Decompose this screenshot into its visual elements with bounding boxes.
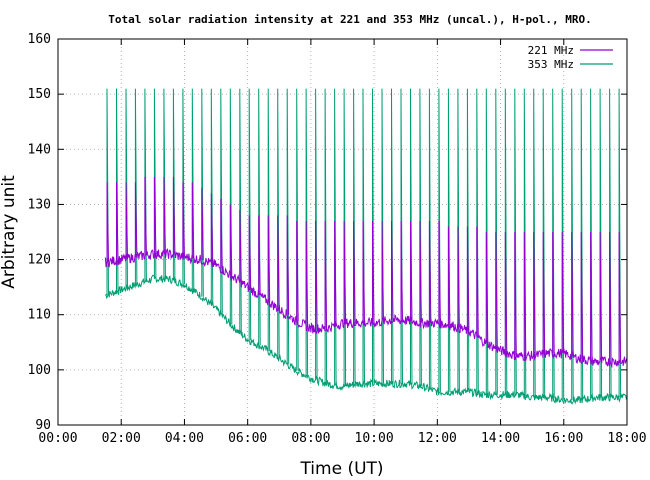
spike-mark [362,220,365,324]
spike-mark [372,220,375,324]
spike-mark [220,198,223,269]
x-tick-label: 16:00 [544,431,583,446]
spike-mark [286,215,290,315]
y-tick-label: 110 [28,308,51,323]
spike-mark [552,231,555,354]
plot-frame [57,38,628,426]
spike-mark [542,231,546,355]
spike-mark [618,231,622,362]
spike-mark [248,88,252,341]
y-tick-label: 120 [28,253,51,268]
spike-mark [353,220,356,324]
spike-mark [466,226,470,331]
spike-mark [523,231,527,357]
spike-mark [201,187,204,261]
series-line-353-MHz [105,274,628,405]
y-tick-label: 130 [28,197,51,212]
spike-mark [447,226,451,325]
spike-mark [163,176,166,255]
chart-title: Total solar radiation intensity at 221 a… [108,13,591,26]
spike-mark [229,204,233,276]
spike-mark [182,182,185,257]
spike-mark [495,231,498,349]
spike-mark [457,226,460,328]
y-tick-label: 100 [28,363,51,378]
spike-mark [277,215,280,309]
spike-mark [561,231,565,354]
x-tick-label: 02:00 [102,431,141,446]
legend: 221 MHz 353 MHz [528,44,613,71]
x-tick-label: 10:00 [355,431,394,446]
spike-mark [153,176,157,255]
x-axis-label: Time (UT) [299,459,383,479]
spike-mark [590,231,593,361]
spike-mark [324,220,328,329]
spike-mark [514,231,517,356]
spike-mark [296,220,299,322]
x-tick-label: 14:00 [481,431,520,446]
spike-mark [144,176,147,256]
spike-mark [210,193,214,264]
spike-mark [428,220,432,324]
spike-mark [134,182,138,258]
x-tick-label: 18:00 [607,431,646,446]
x-tick-label: 04:00 [165,431,204,446]
spike-mark [343,220,347,324]
y-axis-label: Arbitrary unit [0,175,19,289]
spike-mark [609,231,612,362]
spike-mark [172,176,176,255]
x-tick-label: 08:00 [291,431,330,446]
y-tick-label: 140 [28,142,51,157]
y-tick-label: 90 [35,418,51,433]
spike-mark [305,220,309,327]
grid [58,39,627,425]
spike-mark [239,209,242,282]
y-axis-ticks: 90 100 110 120 130 140 150 160 [28,32,627,433]
spike-mark [438,220,441,324]
series-221-mhz [104,176,628,369]
spike-mark [571,231,574,357]
y-tick-label: 160 [28,32,51,47]
spike-mark [191,182,195,259]
spike-mark [580,231,584,360]
spike-mark [106,182,109,263]
spike-mark [533,231,536,356]
spike-mark [334,220,337,326]
spike-mark [381,220,384,322]
spike-mark [391,220,394,321]
y-tick-label: 150 [28,87,51,102]
spike-mark [504,231,508,353]
spike-mark [485,231,489,344]
spike-mark [267,215,271,302]
legend-label-353: 353 MHz [528,58,574,71]
spike-mark [400,220,403,321]
spike-mark [410,220,413,322]
spike-mark [419,220,422,323]
legend-label-221: 221 MHz [528,44,574,57]
spike-mark [116,182,119,261]
spike-mark [248,215,252,289]
x-axis-ticks: 00:00 02:00 04:00 06:00 08:00 10:00 12:00 14:00… [38,39,647,446]
series-line-221-MHz [104,248,628,369]
spike-mark [315,220,318,329]
spike-mark [476,226,479,337]
spike-mark [125,182,128,259]
x-tick-label: 12:00 [418,431,457,446]
spike-mark [599,231,603,362]
x-tick-label: 00:00 [38,431,77,446]
x-tick-label: 06:00 [228,431,267,446]
spike-mark [258,215,261,295]
